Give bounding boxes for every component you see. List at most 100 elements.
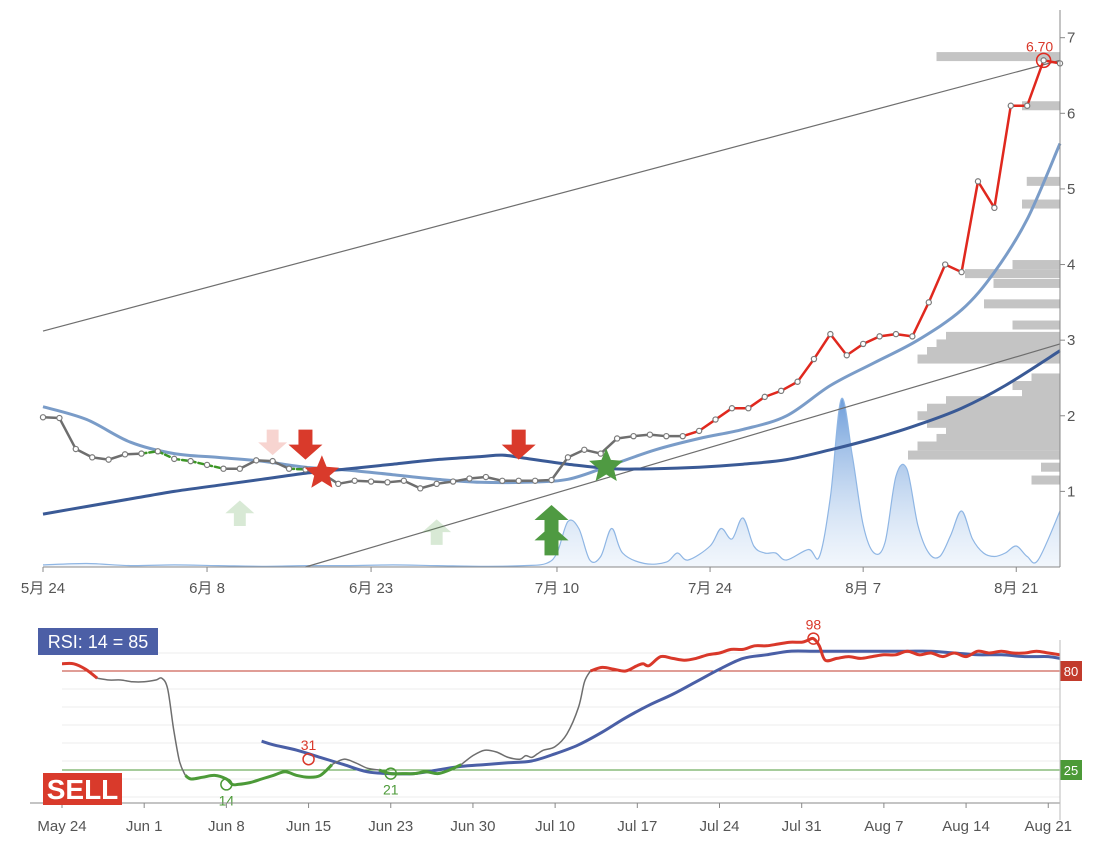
price-point bbox=[220, 465, 227, 472]
trend-line bbox=[305, 343, 1061, 568]
price-segment bbox=[960, 180, 980, 274]
price-segment bbox=[993, 104, 1013, 210]
price-point bbox=[843, 352, 850, 359]
volume-profile-bar bbox=[936, 52, 1060, 62]
price-point bbox=[695, 427, 703, 435]
price-segment bbox=[747, 395, 766, 410]
price-segment bbox=[58, 416, 78, 451]
price-point bbox=[269, 457, 276, 465]
volume-profile-bar bbox=[936, 433, 1060, 443]
last-price-marker: 6.70 bbox=[1026, 38, 1053, 69]
lower-level-badge bbox=[1060, 760, 1082, 780]
price-point bbox=[56, 414, 63, 422]
price-point bbox=[384, 479, 391, 486]
rsi-x-tick-label: Jun 23 bbox=[368, 818, 413, 835]
rsi-x-tick-label: Aug 21 bbox=[1024, 818, 1072, 835]
rsi-x-tick-label: Jun 8 bbox=[208, 818, 245, 835]
rsi-x-tick-label: Jul 24 bbox=[699, 818, 739, 835]
price-point bbox=[876, 333, 883, 340]
volume-profile-bar bbox=[917, 411, 1060, 421]
rsi-x-tick-label: Aug 7 bbox=[864, 818, 903, 835]
rsi-x-tick-label: Jun 30 bbox=[450, 818, 495, 835]
price-point bbox=[728, 405, 736, 412]
volume-profile-bar bbox=[927, 403, 1060, 413]
rsi-extreme-marker bbox=[384, 767, 398, 780]
y-tick-label: 1 bbox=[1067, 483, 1075, 500]
y-tick-label: 5 bbox=[1067, 181, 1075, 198]
price-point bbox=[499, 477, 506, 484]
price-point bbox=[777, 387, 785, 395]
price-point bbox=[564, 454, 572, 461]
buy-signal-arrow bbox=[534, 525, 569, 556]
rsi-x-tick-label: Aug 14 bbox=[942, 818, 990, 835]
last-price-label: 6.70 bbox=[1026, 38, 1053, 54]
price-point bbox=[417, 485, 424, 492]
sell-signal-arrow bbox=[258, 429, 288, 456]
long-moving-average bbox=[42, 349, 1061, 516]
price-segment bbox=[1025, 59, 1045, 107]
price-point bbox=[581, 446, 588, 453]
price-segment bbox=[927, 263, 947, 304]
upper-level-label: 80 bbox=[1064, 664, 1078, 679]
volume-profile-bar bbox=[993, 278, 1060, 288]
price-segment bbox=[976, 180, 996, 210]
price-point bbox=[285, 465, 293, 472]
rsi-x-tick-label: Jul 31 bbox=[782, 818, 822, 835]
volume-profile-bar bbox=[927, 418, 1060, 428]
price-segment bbox=[550, 456, 570, 482]
price-point bbox=[466, 475, 473, 482]
price-point bbox=[433, 480, 440, 488]
y-tick-label: 7 bbox=[1067, 30, 1075, 47]
volume-profile-bar bbox=[917, 354, 1060, 364]
price-point bbox=[449, 478, 457, 485]
price-point bbox=[663, 432, 670, 440]
y-tick-label: 3 bbox=[1067, 332, 1075, 349]
rsi-x-tick-label: Jun 1 bbox=[126, 818, 163, 835]
volume-profile-bar bbox=[1022, 388, 1060, 398]
price-segment bbox=[599, 437, 619, 455]
trend-line bbox=[42, 59, 1061, 332]
x-tick-label: 6月 8 bbox=[189, 580, 225, 597]
price-point bbox=[712, 416, 719, 423]
price-point bbox=[335, 480, 342, 488]
rsi-extreme-label: 21 bbox=[383, 782, 399, 798]
rsi-x-tick-label: May 24 bbox=[37, 818, 86, 835]
price-point bbox=[958, 268, 965, 276]
price-point bbox=[253, 457, 260, 464]
rsi-lines bbox=[61, 636, 1061, 787]
price-point bbox=[105, 456, 112, 463]
price-point bbox=[39, 414, 47, 421]
rsi-x-tick-label: Jun 15 bbox=[286, 818, 331, 835]
sell-badge: SELL bbox=[43, 773, 122, 805]
price-point bbox=[1007, 102, 1014, 109]
rsi-extreme-label: 14 bbox=[219, 792, 235, 808]
price-segment bbox=[845, 342, 865, 357]
rsi-x-tick-label: Jul 17 bbox=[617, 818, 657, 835]
rsi-levels: 80 25 bbox=[62, 661, 1082, 780]
rsi-chart: 80 25 98 31 14 21 May 24 Jun 1 Jun 8 Jun 15 Jun … bbox=[30, 620, 1082, 835]
price-point bbox=[482, 473, 490, 481]
price-chart: 1 2 3 4 5 6 7 5月 24 6月 8 6月 23 7月 10 7月 24 8月 7 8月 21… bbox=[21, 10, 1075, 597]
price-point bbox=[236, 465, 244, 472]
price-line bbox=[39, 57, 1064, 492]
x-tick-label: 6月 23 bbox=[349, 580, 393, 597]
volume-profile-bar bbox=[1012, 381, 1060, 391]
rsi-extreme-marker bbox=[220, 778, 233, 791]
volume-profile-bar bbox=[1012, 320, 1060, 330]
price-point bbox=[646, 431, 654, 438]
rsi-line-segment bbox=[184, 763, 334, 787]
price-point bbox=[548, 476, 555, 484]
price-point bbox=[630, 432, 637, 440]
sell-signal-arrow bbox=[501, 429, 536, 460]
rsi-title-box: RSI: 14 = 85 bbox=[38, 628, 158, 655]
volume-profile-bar bbox=[946, 396, 1060, 406]
price-point bbox=[400, 477, 408, 484]
price-point bbox=[1040, 57, 1047, 64]
volume-profile-bar bbox=[1041, 462, 1060, 472]
rsi-extreme-marker bbox=[807, 632, 820, 645]
buy-signal-arrow bbox=[225, 500, 255, 526]
upper-level-badge bbox=[1060, 661, 1082, 681]
price-point bbox=[613, 435, 621, 442]
rsi-extreme-marker bbox=[302, 752, 315, 766]
price-point bbox=[909, 333, 916, 340]
